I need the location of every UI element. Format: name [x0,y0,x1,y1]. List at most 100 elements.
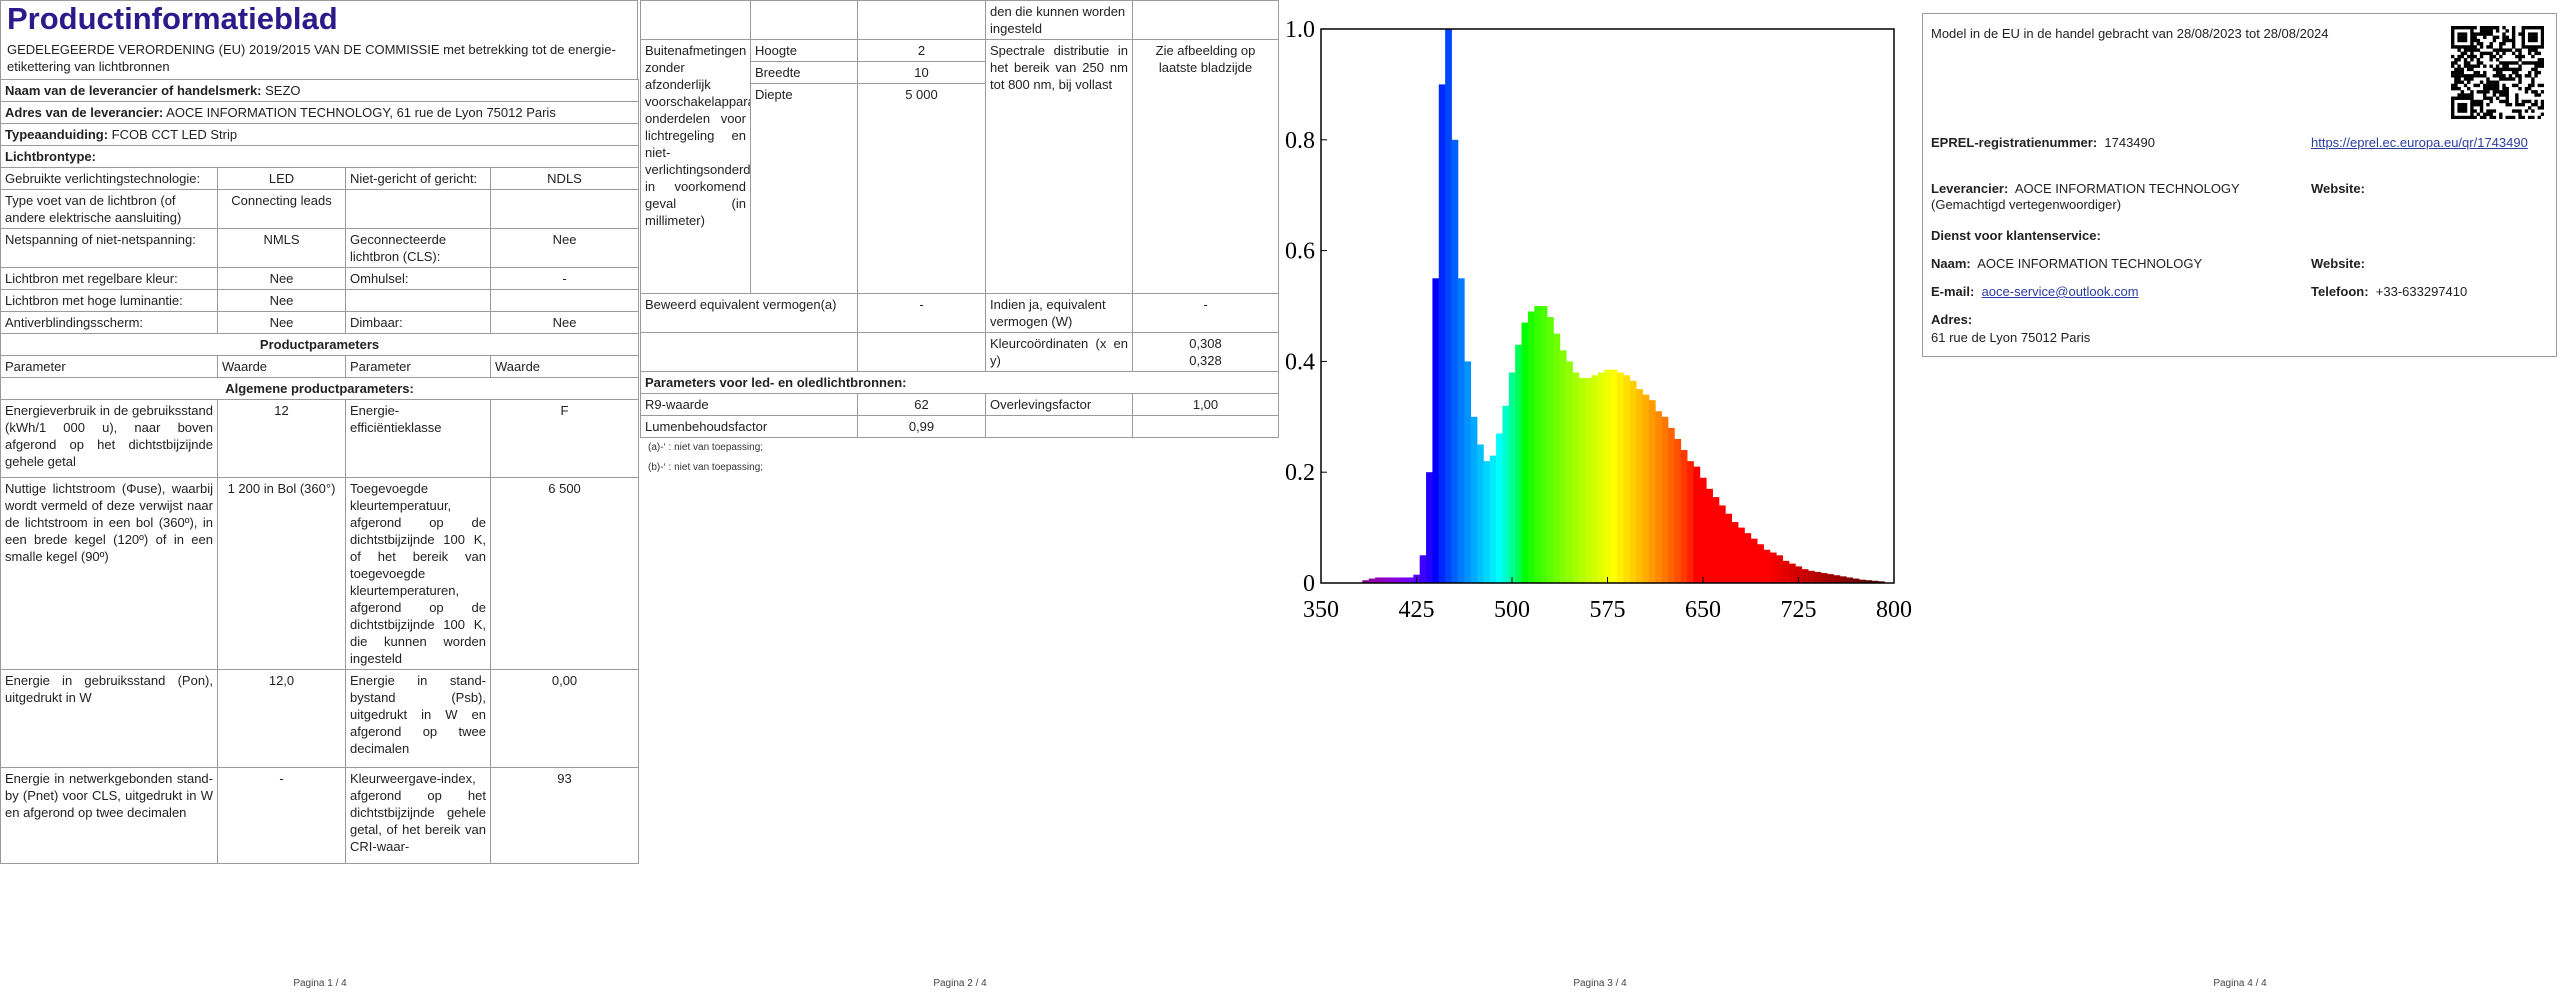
spectrum-bar [1502,405,1510,583]
qr-module [2511,32,2516,36]
qr-module [2534,99,2538,104]
table-cell: Nee [217,311,346,334]
qr-module [2470,32,2474,36]
qr-module [2483,83,2487,88]
qr-module [2457,86,2461,91]
spectrum-bar [1534,306,1542,583]
table-cell: Naam van de leverancier of handelsmerk: … [0,79,640,102]
qr-module [2470,35,2474,40]
qr-module [2486,45,2490,49]
qr-module [2531,54,2535,59]
qr-module [2486,77,2490,81]
page-3: 0 0.2 0.4 0.6 0.8 1.0 350 425 500 575 650 725 800 Pa… [1280,0,1920,1001]
qr-module [2460,93,2465,97]
table-row: Typeaanduiding: FCOB CCT LED Strip [0,123,640,146]
qr-module [2492,26,2497,30]
qr-module [2540,106,2544,110]
qr-module [2492,54,2497,59]
qr-module [2473,99,2477,104]
qr-module [2527,83,2532,88]
qr-module [2489,96,2493,100]
table-row: Parameters voor led- en oledlichtbronnen… [640,371,1279,394]
text: 0,308 [1189,336,1222,351]
qr-module [2508,74,2513,78]
qr-module [2451,42,2455,46]
qr-module [2463,96,2468,100]
qr-module [2531,45,2535,49]
spectrum-bar [1636,389,1643,583]
qr-module [2479,45,2484,49]
qr-module [2518,48,2522,52]
qr-module [2508,102,2513,107]
qr-module [2457,80,2461,84]
qr-module [2451,115,2455,119]
table-cell: - [217,767,346,864]
qr-module [2451,99,2455,104]
table-cell: Lumenbehoudsfactor [640,415,858,438]
qr-module [2489,115,2493,119]
qr-module [2537,70,2541,75]
table-cell: 2 [857,39,986,62]
qr-module [2534,93,2538,97]
qr-module [2486,80,2490,84]
qr-module [2483,86,2487,91]
qr-module [2483,115,2487,119]
qr-module [2451,74,2455,78]
qr-module [2457,48,2461,52]
qr-module [2499,112,2503,116]
spectrum-bar [1540,306,1548,583]
text: Naam van de leverancier of handelsmerk: … [0,79,640,864]
spectrum-bar [1788,563,1796,583]
qr-module [2470,29,2474,33]
qr-module [2467,45,2471,49]
spectrum-bar [1527,311,1535,583]
spectrum-bar [1827,574,1834,583]
table-cell: Gebruikte verlichtingstechnologie: [0,167,218,190]
qr-module [2489,42,2493,46]
qr-module [2457,35,2461,40]
text: FCOB CCT LED Strip [111,127,238,142]
qr-module [2534,64,2538,68]
qr-module [2534,32,2538,36]
qr-module [2454,45,2458,49]
spectrum-bar [1782,560,1790,583]
qr-module [2479,115,2484,119]
text: 61 rue de Lyon 75012 Paris [1931,330,2091,345]
qr-module [2457,106,2461,110]
table-cell: Energie in gebruiksstand (Pon), uitgedru… [0,669,218,768]
qr-module [2486,51,2490,56]
text: Telefoon: +33-633297410 [2311,284,2467,300]
table-cell: Niet-gericht of gericht: [345,167,491,190]
qr-module [2470,112,2474,116]
qr-module [2467,61,2471,65]
qr-module [2521,102,2525,107]
qr-module [2518,54,2522,59]
email-link[interactable]: aoce-service@outlook.com [1981,284,2139,299]
table-cell [489,189,640,229]
text: E-mail: aoce-service@outlook.com [1931,284,2139,300]
table-row: Beweerd equivalent vermogen(a) - Indien ja… [640,293,1279,333]
qr-module [2460,70,2465,75]
qr-module [2467,67,2471,72]
qr-module [2515,102,2519,107]
qr-module [2463,74,2468,78]
spectrum-bar [1820,573,1828,583]
qr-module [2467,26,2471,30]
qr-module [2518,67,2522,72]
qr-module [2499,90,2503,94]
qr-module [2460,67,2465,72]
eprel-link[interactable]: https://eprel.ec.europa.eu/qr/1743490 [2311,135,2528,150]
spectrum-bar [1375,577,1382,583]
qr-module [2457,96,2461,100]
qr-module [2511,38,2516,43]
qr-module [2457,54,2461,59]
qr-module [2460,45,2465,49]
qr-module [2502,32,2506,36]
qr-module [2451,86,2455,91]
spectrum-bar [1757,544,1764,583]
qr-module [2527,35,2532,40]
spectrum-bar [1406,577,1414,583]
table-cell: Parameter [345,355,491,378]
spectrum-bar [1553,333,1561,583]
qr-module [2451,54,2455,59]
